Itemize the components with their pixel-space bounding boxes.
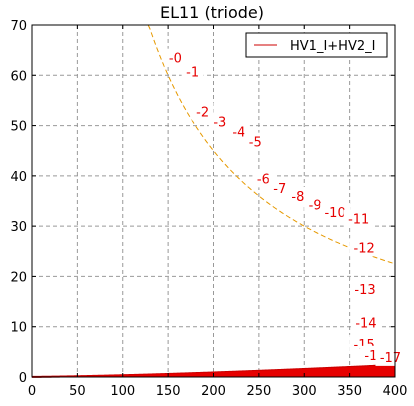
chart-title: EL11 (triode) <box>160 3 264 22</box>
x-tick-label: 250 <box>246 384 271 399</box>
curve-label: -13 <box>354 283 375 298</box>
x-tick-label: 150 <box>156 384 181 399</box>
legend: HV1_I+HV2_I <box>246 33 387 57</box>
x-tick-label: 0 <box>28 384 36 399</box>
curve-label: -1 <box>186 65 199 80</box>
y-tick-label: 70 <box>10 19 27 34</box>
curve-label: -14 <box>355 317 376 332</box>
y-tick-label: 50 <box>10 120 27 135</box>
curve-label: -12 <box>354 241 375 256</box>
y-tick-label: 60 <box>10 69 27 84</box>
curve-label: -7 <box>273 182 286 197</box>
x-tick-label: 200 <box>201 384 226 399</box>
y-tick-label: 10 <box>10 321 27 336</box>
x-tick-label: 100 <box>110 384 135 399</box>
curve-label: -10 <box>324 206 345 221</box>
y-tick-label: 20 <box>10 270 27 285</box>
curve-label: -9 <box>309 199 322 214</box>
x-tick-label: 400 <box>383 384 408 399</box>
x-tick-label: 350 <box>337 384 362 399</box>
y-tick-label: 40 <box>10 170 27 185</box>
curve-label: -3 <box>213 116 226 131</box>
y-tick-label: 30 <box>10 220 27 235</box>
curve-label: -11 <box>348 213 369 228</box>
y-tick-label: 0 <box>19 371 27 386</box>
curve-label: -5 <box>249 136 262 151</box>
curve-label: -6 <box>257 172 270 187</box>
x-tick-label: 300 <box>292 384 317 399</box>
x-tick-label: 50 <box>69 384 86 399</box>
curve-label: -0 <box>169 52 182 67</box>
curve-label: -4 <box>232 126 245 141</box>
curve-label: -2 <box>196 105 209 120</box>
legend-entry-label: HV1_I+HV2_I <box>290 39 375 54</box>
curve-label: -17 <box>380 351 401 366</box>
curve-label: -8 <box>291 190 304 205</box>
